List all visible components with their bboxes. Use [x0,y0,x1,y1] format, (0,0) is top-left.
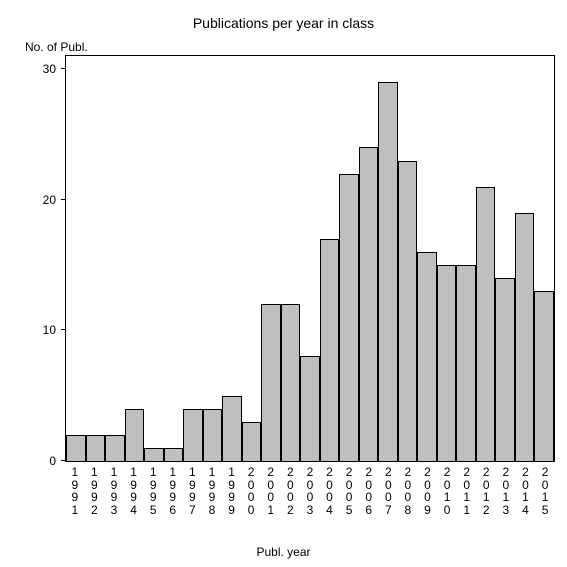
x-tick-label: 2007 [379,462,399,516]
y-tick-mark [61,329,66,330]
x-tick-label: 1996 [163,462,183,516]
x-tick-label: 1995 [143,462,163,516]
bar [534,291,554,461]
x-tick-label: 1993 [104,462,124,516]
chart-title: Publications per year in class [0,15,567,31]
bar [476,187,496,461]
bar [495,278,515,461]
bar [164,448,184,461]
bar [417,252,437,461]
bar [144,448,164,461]
x-tick-label: 2000 [241,462,261,516]
y-tick-mark [61,460,66,461]
bar [261,304,281,461]
x-tick-label: 1998 [202,462,222,516]
bar [320,239,340,461]
bar [125,409,145,461]
plot-area: 0102030 [65,55,555,462]
bar [300,356,320,461]
x-tick-label: 2012 [476,462,496,516]
x-tick-label: 1994 [124,462,144,516]
x-tick-label: 2009 [418,462,438,516]
bar [86,435,106,461]
bar [66,435,86,461]
bar [183,409,203,461]
x-tick-label: 2010 [437,462,457,516]
x-tick-label: 2005 [339,462,359,516]
bar [456,265,476,461]
bar [359,147,379,461]
x-tick-label: 1999 [222,462,242,516]
x-tick-label: 2014 [516,462,536,516]
bar [281,304,301,461]
y-tick-label: 30 [43,62,66,76]
x-tick-label: 2011 [457,462,477,516]
bars-group [66,56,554,461]
x-tick-label: 2015 [535,462,555,516]
x-tick-label: 2013 [496,462,516,516]
x-tick-label: 2006 [359,462,379,516]
bar [203,409,223,461]
x-tick-label: 2003 [300,462,320,516]
x-tick-label: 2004 [320,462,340,516]
publications-bar-chart: Publications per year in class No. of Pu… [0,0,567,567]
bar [105,435,125,461]
x-tick-label: 2001 [261,462,281,516]
y-axis-title: No. of Publ. [25,40,88,54]
x-tick-label: 1991 [65,462,85,516]
bar [339,174,359,461]
x-tick-label: 1992 [85,462,105,516]
bar [398,161,418,461]
y-tick-label: 0 [49,454,66,468]
bar [222,396,242,461]
x-tick-label: 1997 [183,462,203,516]
bar [437,265,457,461]
x-axis-title: Publ. year [0,545,567,559]
y-tick-label: 10 [43,323,66,337]
y-tick-mark [61,199,66,200]
x-tick-label: 2002 [281,462,301,516]
y-tick-label: 20 [43,193,66,207]
y-tick-mark [61,68,66,69]
bar [242,422,262,461]
bar [515,213,535,461]
bar [378,82,398,461]
x-axis-labels: 1991199219931994199519961997199819992000… [65,462,555,516]
x-tick-label: 2008 [398,462,418,516]
